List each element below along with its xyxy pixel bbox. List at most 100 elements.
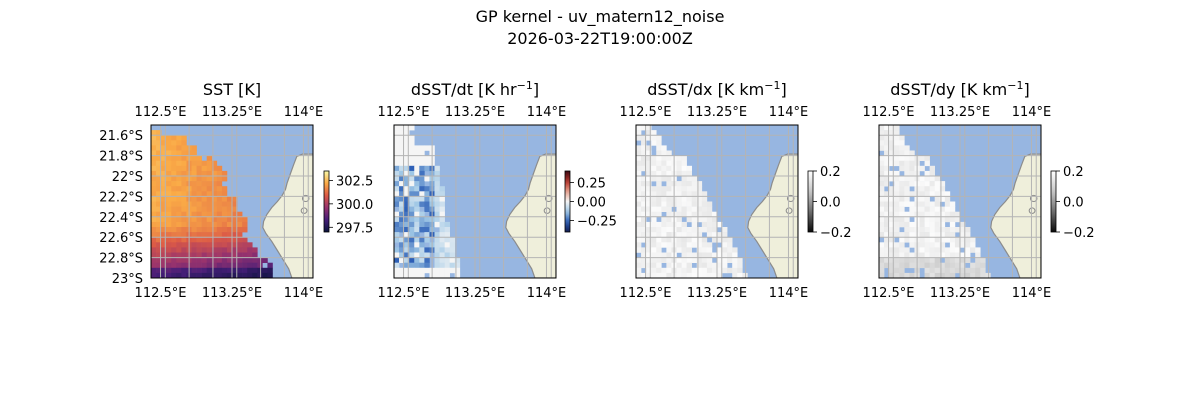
data-cell: [651, 176, 657, 182]
data-cell: [434, 186, 440, 192]
data-cell: [216, 165, 223, 172]
data-cell: [252, 252, 258, 258]
data-cell: [439, 252, 445, 258]
data-cell: [226, 242, 233, 248]
data-cell: [636, 186, 642, 192]
data-cell: [191, 170, 197, 177]
data-cell: [171, 227, 177, 233]
data-cell: [257, 262, 263, 269]
data-cell: [419, 257, 425, 263]
data-cell: [717, 257, 723, 263]
data-cell: [706, 262, 713, 269]
data-cell: [161, 221, 167, 228]
data-cell: [196, 272, 202, 278]
data-cell: [191, 221, 197, 228]
tick-label-top: 113.25°E: [202, 105, 262, 120]
data-cell: [232, 267, 238, 274]
data-cell: [171, 160, 177, 167]
colorbar-tick-label: −0.2: [1063, 226, 1095, 241]
data-cell: [156, 135, 162, 141]
data-cell: [232, 196, 238, 202]
data-cell: [711, 267, 718, 274]
data-cell: [454, 272, 461, 278]
data-cell: [929, 221, 935, 228]
data-cell: [924, 191, 930, 197]
data-cell: [681, 237, 687, 243]
data-cell: [419, 242, 425, 248]
data-cell: [879, 145, 885, 151]
data-cell: [975, 252, 981, 258]
data-cell: [206, 216, 213, 223]
map-frame: [635, 124, 799, 279]
data-cell: [919, 227, 925, 233]
data-cell: [216, 247, 223, 253]
data-cell: [449, 237, 456, 243]
data-cell: [171, 262, 177, 269]
data-cell: [216, 221, 223, 228]
data-cell: [722, 232, 728, 238]
data-cell: [666, 257, 672, 263]
data-cell: [909, 170, 915, 177]
data-cell: [191, 165, 197, 172]
data-cell: [879, 125, 885, 131]
data-cell: [924, 237, 930, 243]
data-cell: [424, 160, 430, 167]
data-cell: [717, 267, 723, 274]
data-cell: [656, 160, 662, 167]
data-cell: [232, 257, 238, 263]
data-cell: [691, 211, 698, 218]
data-cell: [879, 267, 885, 274]
data-cell: [216, 262, 223, 269]
data-cell: [419, 247, 425, 253]
data-cell: [666, 267, 672, 274]
data-cell: [206, 181, 213, 187]
data-cell: [646, 206, 652, 212]
data-cell: [399, 155, 405, 161]
data-cell: [929, 165, 935, 172]
data-cell: [691, 206, 698, 212]
data-cell: [661, 216, 667, 223]
subplot-4: dSST/dy [K km−1] 112.5°E 113.25°E 114°E 112.…: [863, 79, 1095, 301]
data-cell: [889, 237, 895, 243]
data-cell: [181, 155, 187, 161]
data-cell: [909, 232, 915, 238]
tick-label-top: 113.25°E: [930, 105, 990, 120]
data-cell: [181, 262, 187, 269]
data-cell: [424, 227, 430, 233]
data-cell: [399, 130, 405, 136]
data-cell: [206, 160, 213, 167]
data-cell: [211, 242, 218, 248]
data-cell: [226, 237, 233, 243]
data-cell: [681, 206, 687, 212]
data-cell: [696, 216, 703, 223]
data-cell: [242, 227, 248, 233]
data-cell: [701, 191, 708, 197]
data-cell: [404, 232, 410, 238]
data-cell: [727, 247, 733, 253]
data-cell: [237, 242, 243, 248]
tick-label-top: 114°E: [769, 105, 809, 120]
data-cell: [879, 227, 885, 233]
data-cell: [211, 181, 218, 187]
data-cell: [717, 232, 723, 238]
data-cell: [904, 237, 910, 243]
data-cell: [181, 267, 187, 274]
data-cell: [884, 247, 890, 253]
data-cell: [394, 211, 400, 218]
data-cell: [176, 135, 182, 141]
data-cell: [176, 160, 182, 167]
data-cell: [646, 257, 652, 263]
data-cell: [409, 257, 415, 263]
data-cell: [889, 191, 895, 197]
data-cell: [944, 262, 951, 269]
data-cell: [965, 247, 971, 253]
data-cell: [242, 242, 248, 248]
data-cell: [206, 257, 213, 263]
tick-label-top: 113.25°E: [445, 105, 505, 120]
data-cell: [909, 262, 915, 269]
data-cell: [424, 196, 430, 202]
data-cell: [681, 262, 687, 269]
data-cell: [949, 237, 956, 243]
data-cell: [151, 145, 157, 151]
data-cell: [676, 206, 682, 212]
